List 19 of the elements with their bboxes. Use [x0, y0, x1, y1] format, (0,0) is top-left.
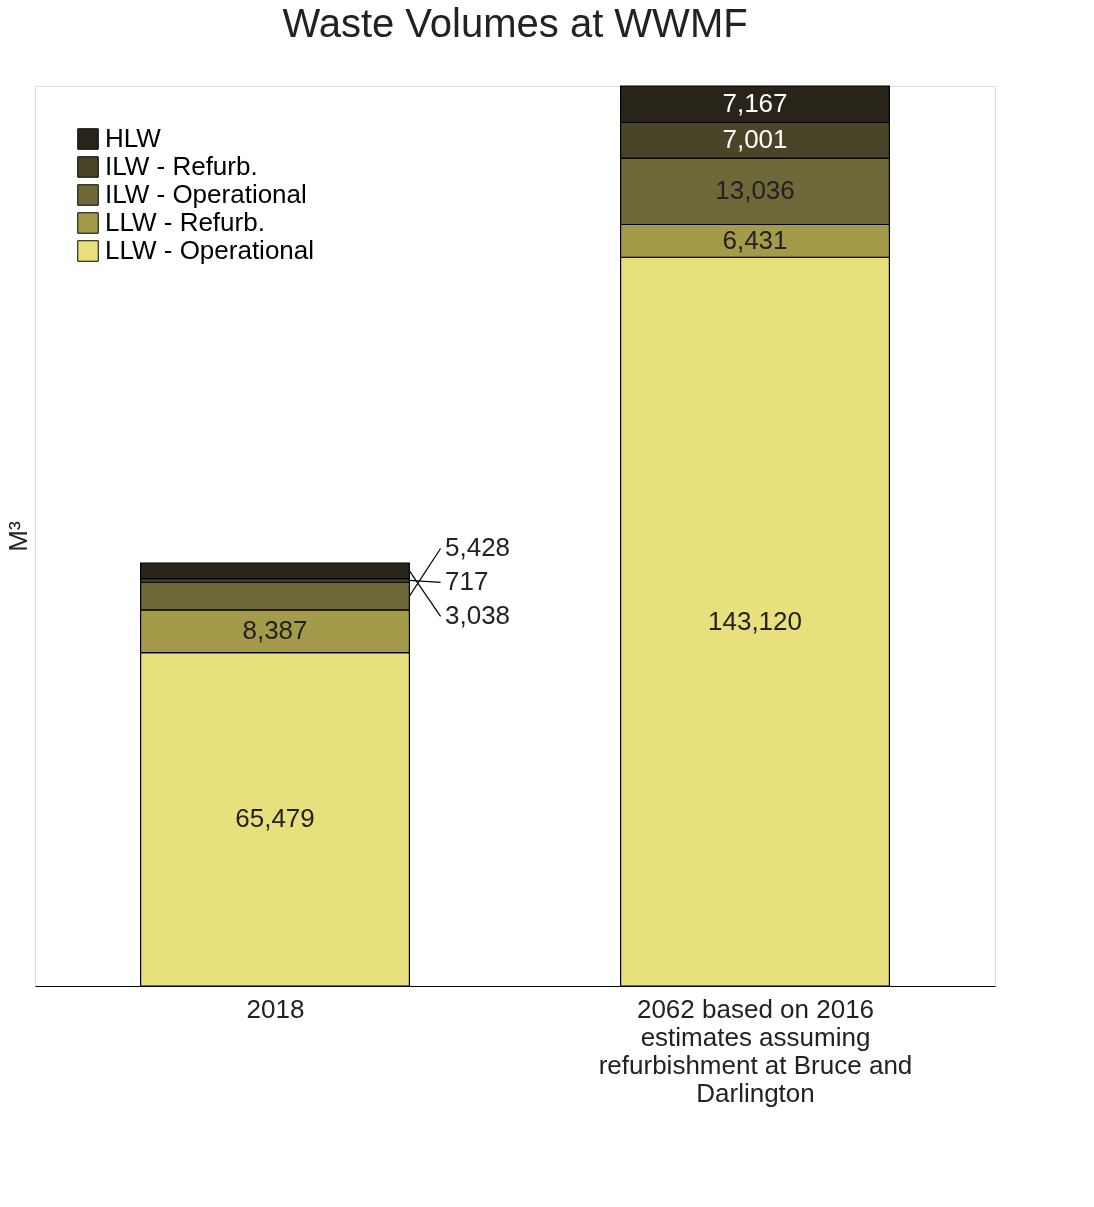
data-label: 5,428: [445, 532, 511, 563]
x-tick-label: 2018: [246, 993, 305, 1024]
legend-label: ILW - Operational: [105, 179, 307, 209]
data-label: 7,001: [722, 124, 788, 155]
data-label: 65,479: [235, 803, 315, 834]
y-axis-title: M³: [2, 521, 33, 552]
chart-title: Waste Volumes at WWMF: [282, 1, 748, 46]
data-label: 7,167: [722, 88, 788, 119]
data-label: 143,120: [708, 605, 802, 636]
legend-label: HLW: [105, 123, 162, 153]
legend-label: LLW - Operational: [105, 235, 315, 265]
data-label: 717: [445, 566, 489, 597]
data-label: 8,387: [242, 615, 308, 646]
legend-label: ILW - Refurb.: [105, 151, 258, 181]
legend-label: LLW - Refurb.: [105, 207, 265, 237]
data-label: 6,431: [722, 224, 788, 255]
x-tick-label: 2062 based on 2016 estimates assuming refurbishment at Bruce and Darlington: [598, 993, 913, 1108]
data-label: 13,036: [715, 175, 795, 206]
data-label: 3,038: [445, 600, 511, 631]
